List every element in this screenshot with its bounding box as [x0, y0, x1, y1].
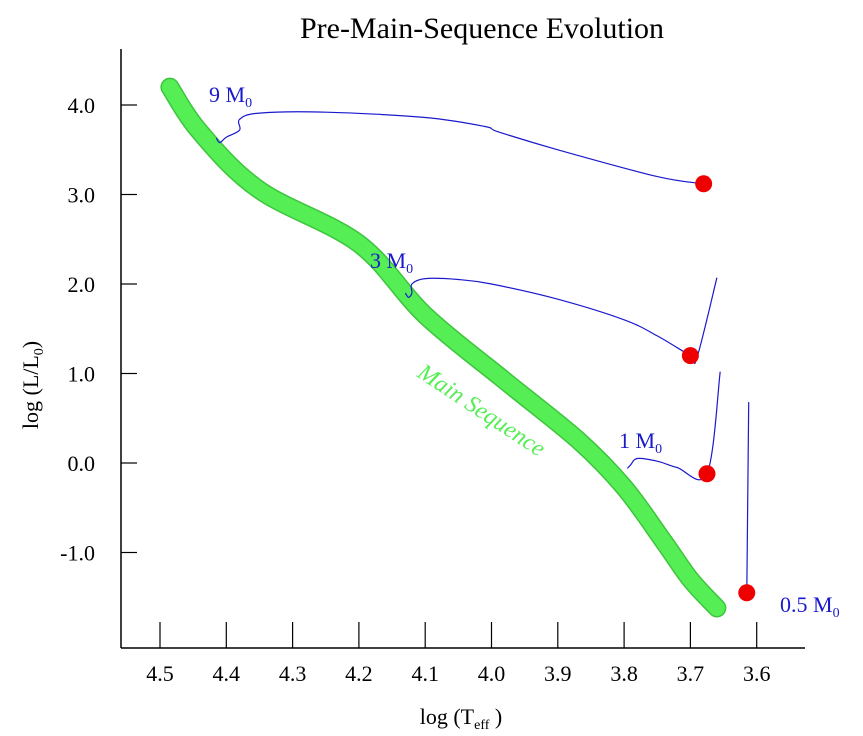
y-tick-label: 2.0	[68, 272, 96, 297]
endpoint-1-msun	[698, 465, 716, 483]
main-sequence-band	[161, 79, 725, 616]
x-axis-label-main: log (T	[420, 704, 475, 729]
x-tick-label: 3.9	[544, 661, 572, 686]
endpoint-0-5-msun	[738, 584, 756, 602]
x-tick-label: 4.5	[146, 661, 174, 686]
track-1-msun	[626, 371, 721, 481]
x-tick-label: 4.1	[411, 661, 439, 686]
track-0-5-msun	[746, 402, 750, 593]
track-9-msun	[215, 111, 704, 185]
y-tick-label: 0.0	[68, 451, 96, 476]
chart-title: Pre-Main-Sequence Evolution	[300, 12, 664, 45]
track-label-3-msun: 3 M0	[370, 248, 413, 277]
y-tick-label: -1.0	[60, 541, 95, 566]
track-label-1-msun: 1 M0	[619, 428, 662, 457]
x-tick-label: 4.0	[478, 661, 506, 686]
y-tick-label: 3.0	[68, 183, 96, 208]
y-axis-label-main: log (L/L	[18, 355, 43, 429]
y-tick-label: 4.0	[68, 93, 96, 118]
x-axis-label-tail: )	[489, 704, 502, 729]
y-axis-label-tail: )	[18, 341, 43, 348]
x-tick-label: 4.3	[279, 661, 307, 686]
main-sequence-band-edge	[160, 77, 727, 618]
x-tick-label: 3.7	[677, 661, 705, 686]
track-label-0-5-msun: 0.5 M0	[780, 592, 840, 621]
x-tick-label: 4.2	[345, 661, 373, 686]
endpoint-9-msun	[695, 175, 713, 193]
track-label-9-msun: 9 M0	[209, 82, 252, 111]
x-axis-label: log (Teff )	[420, 704, 503, 733]
endpoint-3-msun	[681, 347, 699, 365]
y-tick-label: 1.0	[68, 362, 96, 387]
x-axis-ticks: 4.5 4.4 4.3 4.2 4.1 4.0 3.9 3.8 3.7 3.6	[146, 622, 770, 686]
y-axis-label: log (L/L0)	[18, 341, 47, 429]
y-axis-ticks: 4.0 3.0 2.0 1.0 0.0 -1.0	[60, 93, 137, 566]
x-tick-label: 3.8	[610, 661, 638, 686]
x-axis-label-sub: eff	[474, 718, 490, 733]
y-axis-label-sub: 0	[32, 348, 47, 355]
x-tick-label: 3.6	[743, 661, 771, 686]
x-tick-label: 4.4	[213, 661, 241, 686]
